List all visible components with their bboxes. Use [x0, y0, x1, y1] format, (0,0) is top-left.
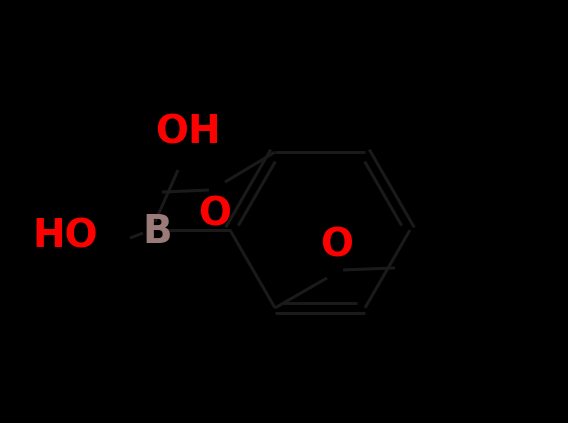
Text: B: B — [142, 213, 172, 251]
Text: OH: OH — [155, 114, 221, 152]
Text: O: O — [198, 195, 232, 233]
Text: O: O — [320, 227, 353, 265]
Text: HO: HO — [32, 217, 98, 255]
